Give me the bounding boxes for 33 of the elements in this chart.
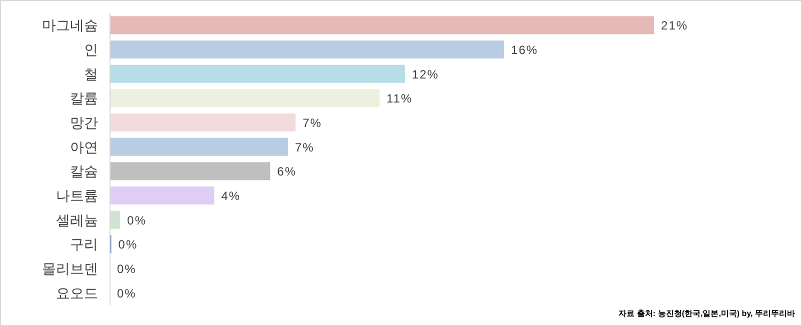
y-tick-label: 칼륨 (70, 90, 98, 106)
y-tick-label: 망간 (70, 114, 98, 130)
data-label: 11% (386, 92, 413, 106)
bar (110, 40, 504, 59)
y-tick-label: 나트륨 (56, 188, 98, 204)
y-tick-label: 마그네슘 (42, 17, 98, 34)
y-tick-label: 인 (84, 42, 98, 58)
bar (110, 162, 270, 180)
data-label: 7% (302, 116, 322, 130)
data-label: 0% (127, 213, 147, 228)
bar (110, 113, 296, 132)
data-label: 0% (118, 238, 138, 252)
bar (110, 64, 405, 83)
bar (110, 16, 654, 34)
data-label: 6% (277, 164, 297, 179)
data-label: 21% (661, 18, 688, 33)
y-tick-label: 철 (84, 66, 98, 82)
data-label: 16% (511, 43, 538, 57)
y-tick-label: 몰리브덴 (42, 260, 98, 276)
data-label: 7% (294, 140, 314, 154)
y-tick-label: 구리 (70, 236, 98, 252)
y-tick-label: 칼슘 (70, 163, 98, 180)
text: 자료 출처: 농진청(한국,일본,미국) by, 뚜리뚜리바 (618, 309, 795, 318)
y-tick-label: 아연 (70, 138, 98, 155)
bar (110, 138, 288, 156)
data-label: 4% (221, 189, 241, 203)
data-label: 12% (412, 67, 439, 82)
y-tick-label: 셀레늄 (56, 212, 98, 228)
bar (110, 89, 380, 108)
data-label: 0% (117, 286, 136, 300)
y-tick-label: 요오드 (56, 284, 98, 301)
bar (110, 186, 214, 205)
data-label: 0% (117, 262, 136, 276)
